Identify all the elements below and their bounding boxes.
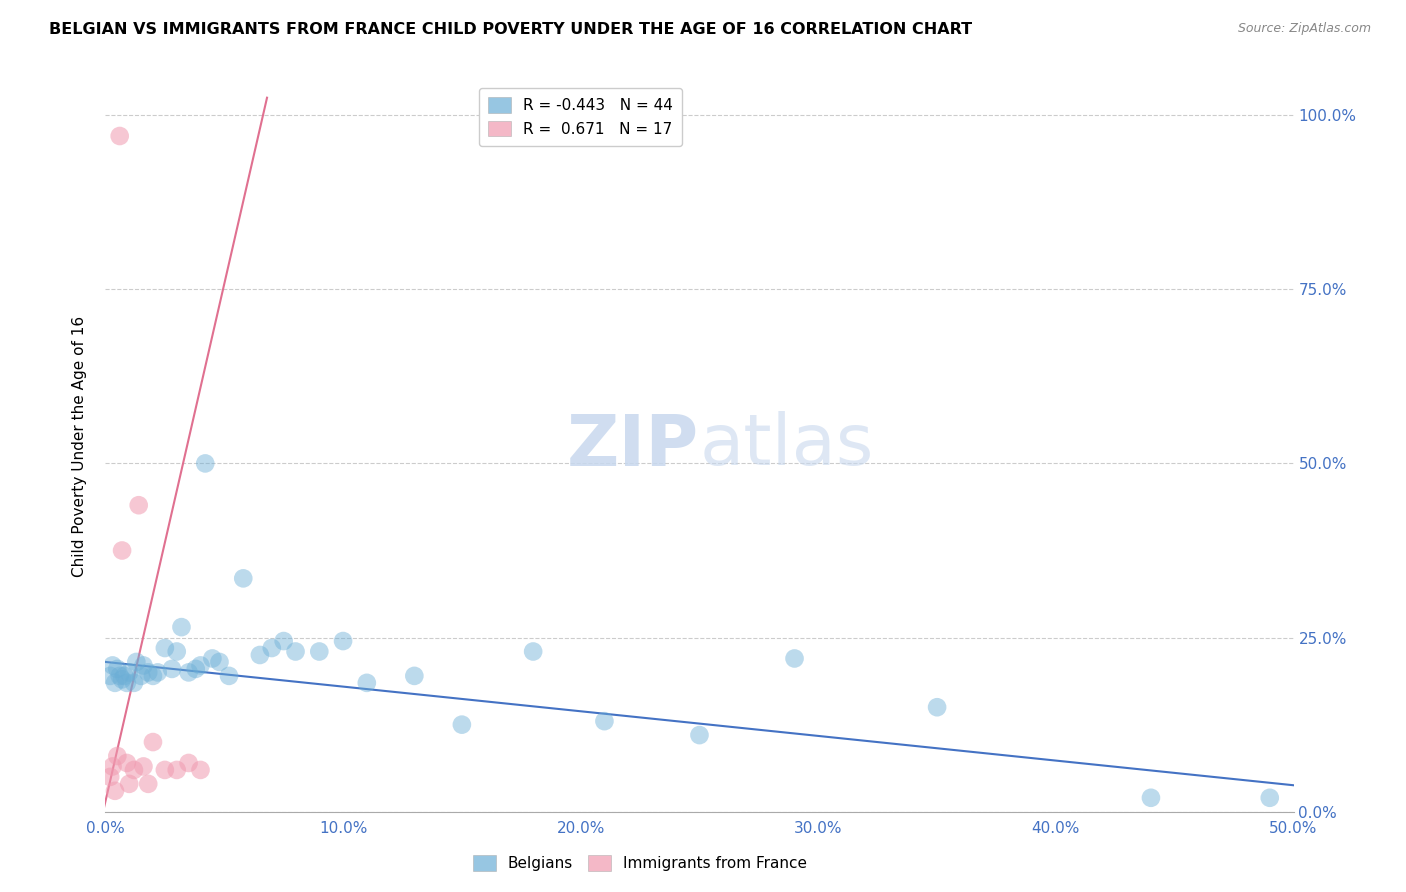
Point <box>105 749 128 764</box>
Point <box>689 728 711 742</box>
Point <box>104 676 127 690</box>
Point <box>593 714 616 728</box>
Point <box>98 770 121 784</box>
Point <box>132 658 155 673</box>
Point <box>332 634 354 648</box>
Point <box>132 759 155 773</box>
Point <box>146 665 169 680</box>
Point <box>194 457 217 471</box>
Point <box>249 648 271 662</box>
Point <box>105 662 128 676</box>
Point <box>111 543 134 558</box>
Text: ZIP: ZIP <box>567 411 700 481</box>
Point <box>190 763 212 777</box>
Point <box>153 763 176 777</box>
Point <box>260 640 283 655</box>
Point <box>136 665 159 680</box>
Point <box>190 658 212 673</box>
Point <box>128 498 150 512</box>
Point <box>160 662 183 676</box>
Point <box>166 644 188 658</box>
Text: BELGIAN VS IMMIGRANTS FROM FRANCE CHILD POVERTY UNDER THE AGE OF 16 CORRELATION : BELGIAN VS IMMIGRANTS FROM FRANCE CHILD … <box>49 22 973 37</box>
Text: Source: ZipAtlas.com: Source: ZipAtlas.com <box>1237 22 1371 36</box>
Point <box>177 665 200 680</box>
Point <box>118 777 141 791</box>
Point <box>218 669 240 683</box>
Point <box>1258 790 1281 805</box>
Point <box>122 676 145 690</box>
Point <box>98 669 121 683</box>
Point <box>153 640 176 655</box>
Point <box>1140 790 1163 805</box>
Text: atlas: atlas <box>700 411 875 481</box>
Point <box>142 669 165 683</box>
Point <box>166 763 188 777</box>
Point <box>129 669 152 683</box>
Point <box>122 763 145 777</box>
Point <box>111 673 134 687</box>
Point <box>273 634 295 648</box>
Point <box>404 669 426 683</box>
Point <box>108 128 131 143</box>
Point <box>522 644 544 658</box>
Point <box>125 655 148 669</box>
Legend: Belgians, Immigrants from France: Belgians, Immigrants from France <box>467 849 814 877</box>
Point <box>284 644 307 658</box>
Point <box>115 676 138 690</box>
Point <box>170 620 193 634</box>
Point <box>208 655 231 669</box>
Y-axis label: Child Poverty Under the Age of 16: Child Poverty Under the Age of 16 <box>72 316 87 576</box>
Point <box>925 700 948 714</box>
Point <box>142 735 165 749</box>
Point <box>114 669 136 683</box>
Point <box>201 651 224 665</box>
Point <box>232 571 254 585</box>
Point <box>308 644 330 658</box>
Point <box>115 756 138 770</box>
Point <box>450 717 472 731</box>
Point <box>108 669 131 683</box>
Point <box>101 759 124 773</box>
Point <box>104 784 127 798</box>
Point <box>184 662 207 676</box>
Point <box>177 756 200 770</box>
Point <box>118 665 141 680</box>
Point <box>136 777 159 791</box>
Point <box>783 651 806 665</box>
Point <box>101 658 124 673</box>
Point <box>356 676 378 690</box>
